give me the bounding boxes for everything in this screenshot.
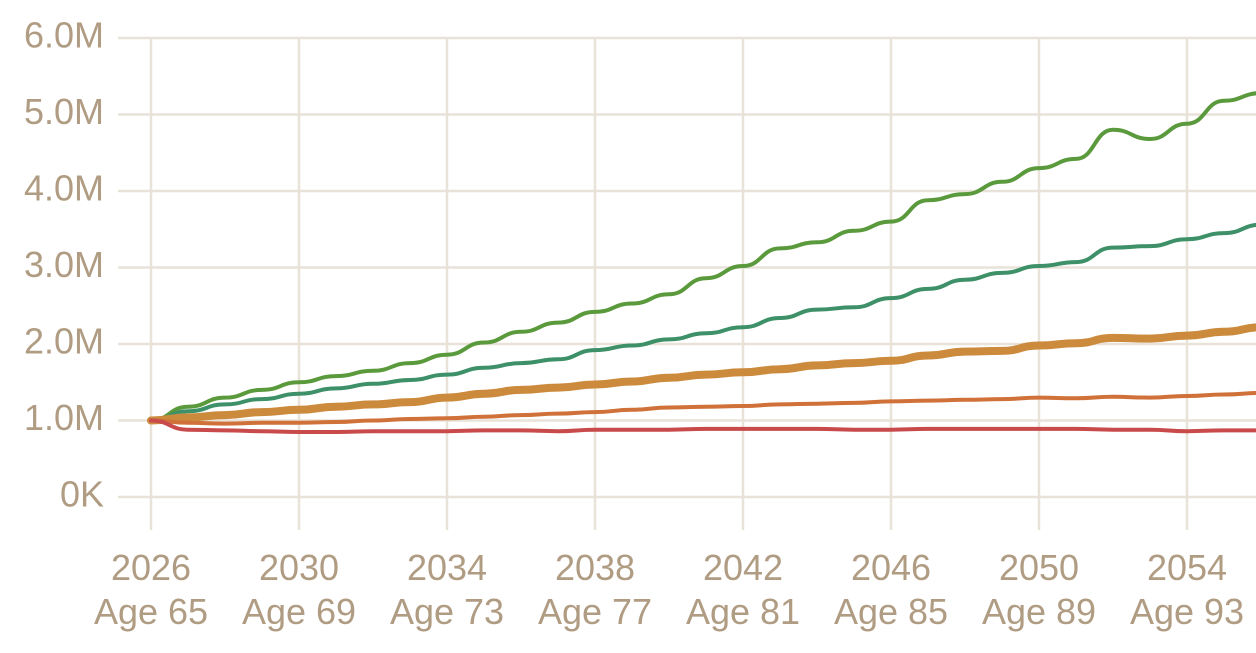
x-tick-year-label: 2042 <box>703 547 783 588</box>
y-tick-label: 4.0M <box>24 168 104 209</box>
y-tick-label: 1.0M <box>24 397 104 438</box>
x-tick-age-label: Age 85 <box>834 591 948 632</box>
series-layer <box>147 91 1256 434</box>
x-tick-year-label: 2026 <box>111 547 191 588</box>
series-line-4 <box>149 391 1256 426</box>
series-line-1 <box>149 91 1256 423</box>
x-tick-year-label: 2038 <box>555 547 635 588</box>
series-line-2 <box>149 222 1256 423</box>
chart-grid <box>118 36 1256 530</box>
x-tick-age-label: Age 69 <box>242 591 356 632</box>
x-tick-age-label: Age 65 <box>94 591 208 632</box>
y-tick-label: 5.0M <box>24 91 104 132</box>
x-tick-age-label: Age 89 <box>982 591 1096 632</box>
series-line-3 <box>147 323 1256 425</box>
y-tick-label: 0K <box>60 474 104 515</box>
x-tick-year-label: 2054 <box>1147 547 1227 588</box>
x-tick-age-label: Age 73 <box>390 591 504 632</box>
y-tick-label: 3.0M <box>24 244 104 285</box>
x-tick-year-label: 2030 <box>259 547 339 588</box>
x-tick-year-label: 2050 <box>999 547 1079 588</box>
y-tick-label: 6.0M <box>24 15 104 56</box>
series-line-5 <box>149 418 1256 434</box>
y-axis: 0K 1.0M 2.0M 3.0M 4.0M 5.0M 6.0M <box>24 15 104 515</box>
x-tick-age-label: Age 93 <box>1130 591 1244 632</box>
x-tick-year-label: 2046 <box>851 547 931 588</box>
y-tick-label: 2.0M <box>24 321 104 362</box>
x-tick-age-label: Age 77 <box>538 591 652 632</box>
x-tick-year-label: 2034 <box>407 547 487 588</box>
x-tick-age-label: Age 81 <box>686 591 800 632</box>
